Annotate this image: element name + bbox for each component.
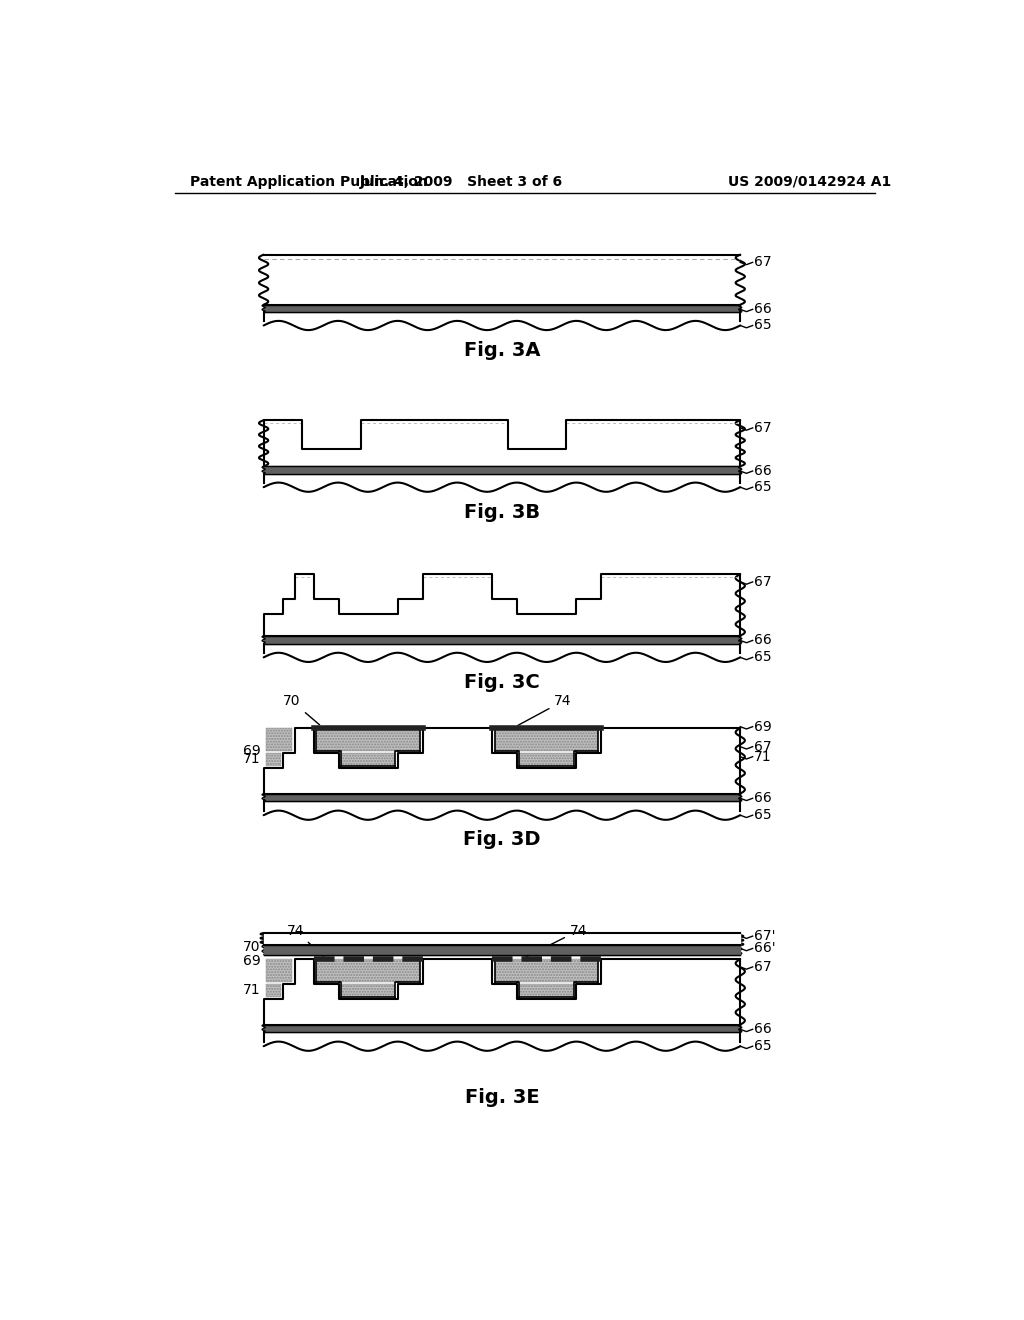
Bar bbox=[316, 729, 420, 751]
Bar bbox=[266, 729, 292, 751]
Text: 70: 70 bbox=[283, 694, 319, 725]
Bar bbox=[341, 752, 395, 766]
Text: 66': 66' bbox=[755, 941, 776, 956]
Bar bbox=[495, 960, 598, 982]
Bar bbox=[266, 960, 292, 982]
Text: Fig. 3D: Fig. 3D bbox=[463, 830, 541, 849]
Text: 74: 74 bbox=[525, 924, 587, 957]
Bar bbox=[266, 983, 281, 997]
Text: 67: 67 bbox=[755, 576, 772, 589]
Text: Fig. 3A: Fig. 3A bbox=[464, 342, 541, 360]
Bar bbox=[341, 983, 395, 997]
Bar bbox=[266, 960, 292, 982]
Text: 65: 65 bbox=[755, 480, 772, 494]
Text: 67: 67 bbox=[755, 960, 772, 974]
Text: 65: 65 bbox=[755, 651, 772, 664]
Polygon shape bbox=[263, 729, 740, 793]
Text: 66: 66 bbox=[755, 465, 772, 478]
Text: 65: 65 bbox=[755, 808, 772, 822]
Bar bbox=[266, 752, 281, 766]
Text: 67: 67 bbox=[755, 255, 772, 269]
Text: Fig. 3B: Fig. 3B bbox=[464, 503, 540, 523]
Text: 66: 66 bbox=[755, 791, 772, 805]
Text: 71: 71 bbox=[755, 750, 772, 764]
Text: 74: 74 bbox=[518, 694, 571, 726]
Text: 69: 69 bbox=[755, 719, 772, 734]
Text: Jun. 4, 2009   Sheet 3 of 6: Jun. 4, 2009 Sheet 3 of 6 bbox=[359, 174, 563, 189]
Text: 67': 67' bbox=[755, 929, 776, 942]
Text: 67: 67 bbox=[755, 421, 772, 434]
Text: 74: 74 bbox=[287, 924, 324, 957]
Text: US 2009/0142924 A1: US 2009/0142924 A1 bbox=[728, 174, 892, 189]
Text: Patent Application Publication: Patent Application Publication bbox=[190, 174, 428, 189]
Polygon shape bbox=[263, 960, 740, 1024]
Bar bbox=[519, 983, 573, 997]
Text: Fig. 3E: Fig. 3E bbox=[465, 1088, 540, 1107]
Text: 71: 71 bbox=[243, 983, 260, 997]
Bar bbox=[495, 729, 598, 751]
Text: 69: 69 bbox=[243, 743, 260, 758]
Bar bbox=[341, 983, 395, 997]
Bar bbox=[519, 752, 573, 766]
Text: 66: 66 bbox=[755, 634, 772, 647]
Bar bbox=[266, 752, 281, 766]
Bar bbox=[495, 729, 598, 751]
Bar bbox=[519, 983, 573, 997]
Text: 70: 70 bbox=[243, 940, 260, 954]
Bar bbox=[266, 983, 281, 997]
Text: 67: 67 bbox=[755, 739, 772, 754]
Text: 66: 66 bbox=[755, 302, 772, 317]
Bar bbox=[316, 729, 420, 751]
Bar bbox=[316, 960, 420, 982]
Bar bbox=[495, 960, 598, 982]
Text: 71: 71 bbox=[243, 752, 260, 766]
Text: 69: 69 bbox=[243, 954, 260, 968]
Text: Fig. 3C: Fig. 3C bbox=[464, 672, 540, 692]
Text: 65: 65 bbox=[755, 318, 772, 333]
Text: 66: 66 bbox=[755, 1022, 772, 1036]
Text: 65: 65 bbox=[755, 1039, 772, 1053]
Bar bbox=[266, 729, 292, 751]
Bar bbox=[519, 752, 573, 766]
Polygon shape bbox=[263, 574, 740, 636]
Bar bbox=[341, 752, 395, 766]
Bar bbox=[316, 960, 420, 982]
Polygon shape bbox=[263, 420, 740, 466]
